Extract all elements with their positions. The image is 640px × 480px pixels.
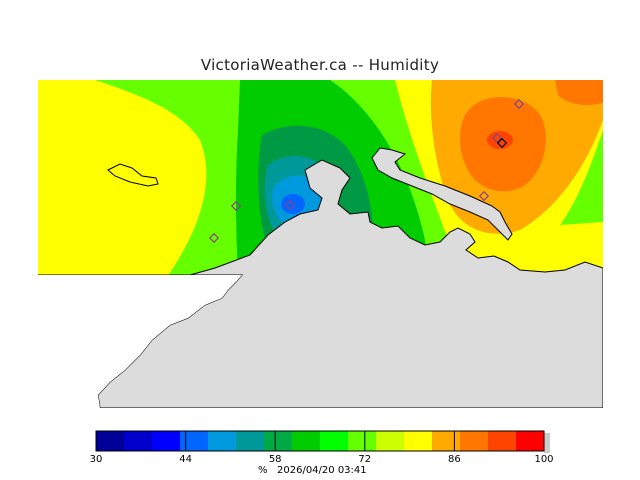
legend-tick-label: 72 <box>358 454 372 465</box>
station-marker[interactable] <box>513 98 525 110</box>
legend-swatch <box>124 431 153 451</box>
legend-tick-label: 58 <box>268 454 282 465</box>
station-marker[interactable] <box>496 137 508 149</box>
legend-tick-label: 44 <box>179 454 192 465</box>
legend-tick-label: 86 <box>448 454 461 465</box>
page-title: VictoriaWeather.ca -- Humidity <box>200 56 440 74</box>
station-marker[interactable] <box>208 232 220 244</box>
legend-swatch <box>404 431 433 451</box>
legend-shadow <box>544 433 550 453</box>
station-markers <box>208 98 525 244</box>
station-marker[interactable] <box>230 200 242 212</box>
contour-dark-orange-corner <box>555 80 603 106</box>
station-marker[interactable] <box>491 132 503 144</box>
legend-swatch <box>152 431 181 451</box>
legend-swatch <box>488 431 517 451</box>
legend-colorbar <box>95 430 550 453</box>
legend-swatch <box>516 431 545 451</box>
contour-light-green-east <box>560 130 603 225</box>
contour-layer <box>38 80 603 408</box>
sea-area <box>38 275 242 408</box>
station-marker[interactable] <box>478 190 490 202</box>
legend-swatch <box>460 431 489 451</box>
legend-swatch <box>376 431 405 451</box>
legend-swatch <box>320 431 349 451</box>
station-marker[interactable] <box>284 199 296 211</box>
legend-tick-label: 30 <box>89 454 103 465</box>
legend-swatch <box>264 431 293 451</box>
legend-swatch <box>292 431 321 451</box>
legend-swatch <box>208 431 237 451</box>
legend-swatch <box>96 431 125 451</box>
inlet-coast <box>371 147 513 241</box>
legend-timestamp: 2026/04/20 03:41 <box>277 465 367 476</box>
legend-swatch <box>236 431 265 451</box>
legend-swatch <box>348 431 377 451</box>
legend-tick-label: 100 <box>534 454 554 465</box>
legend-swatch <box>180 431 209 451</box>
legend-swatch <box>432 431 461 451</box>
island-west <box>107 163 159 187</box>
legend-unit: % <box>258 465 268 476</box>
